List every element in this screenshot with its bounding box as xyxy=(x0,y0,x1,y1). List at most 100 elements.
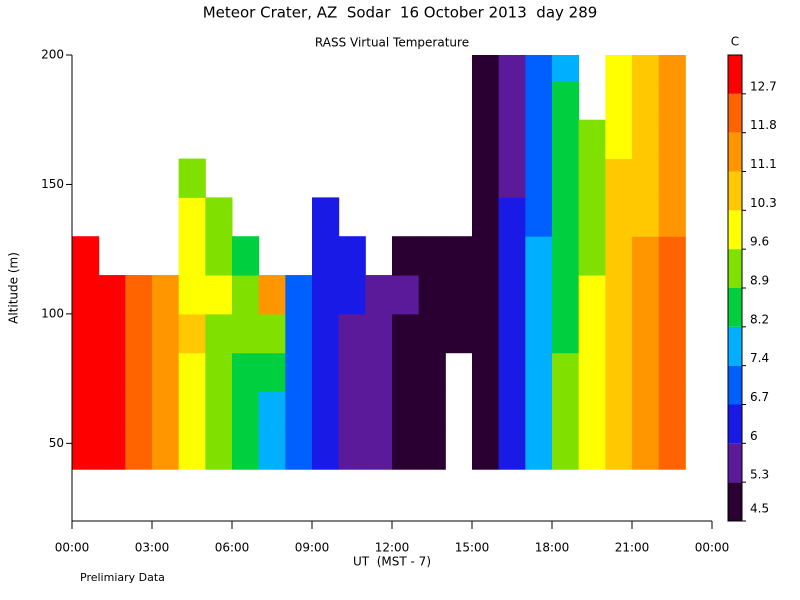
colorbar-tick-label: 5.3 xyxy=(750,468,769,482)
heat-cell xyxy=(525,158,553,198)
heat-cell xyxy=(632,275,660,315)
colorbar-tick-label: 12.7 xyxy=(750,79,777,93)
heat-cell xyxy=(552,391,580,431)
heat-cell xyxy=(232,352,260,393)
heat-cell xyxy=(498,197,526,237)
colorbar-tick-label: 11.1 xyxy=(750,157,777,171)
heat-cell xyxy=(472,430,500,470)
heat-cell xyxy=(72,430,100,470)
y-tick-label: 100 xyxy=(41,306,64,320)
colorbar-tick-label: 10.3 xyxy=(750,196,777,210)
heat-cell xyxy=(232,430,260,470)
heat-cell xyxy=(525,391,553,431)
x-tick-label: 09:00 xyxy=(295,541,330,555)
heat-cell xyxy=(525,430,553,470)
heat-cell xyxy=(418,391,446,431)
heat-cell xyxy=(178,313,206,354)
heat-cell xyxy=(578,236,606,276)
heat-cell xyxy=(312,391,340,431)
heat-cell xyxy=(125,275,153,315)
colorbar-band xyxy=(728,210,742,250)
heat-cell xyxy=(312,313,340,354)
heat-cell xyxy=(258,391,286,431)
heat-cell xyxy=(658,313,686,354)
colorbar-band xyxy=(728,171,742,211)
heat-cell xyxy=(258,275,286,315)
heat-cell xyxy=(632,391,660,431)
heat-cell xyxy=(392,275,420,315)
heat-cell xyxy=(525,236,553,276)
heat-cell xyxy=(232,275,260,315)
heat-cell xyxy=(178,197,206,237)
heat-cell xyxy=(312,430,340,470)
heat-cell xyxy=(152,430,180,470)
heat-cell xyxy=(525,313,553,354)
heat-cell xyxy=(605,158,633,198)
heat-cell xyxy=(445,236,473,276)
heat-cell xyxy=(658,197,686,237)
heat-cell xyxy=(552,55,580,82)
colorbar-tick-label: 6 xyxy=(750,429,758,443)
colorbar-tick-label: 6.7 xyxy=(750,390,769,404)
heat-cell xyxy=(312,197,340,237)
heat-cell xyxy=(632,236,660,276)
colorbar-band xyxy=(728,288,742,327)
heat-cell xyxy=(418,313,446,354)
heat-cell xyxy=(338,313,366,354)
heat-cell xyxy=(232,313,260,354)
heat-cell xyxy=(312,236,340,276)
heat-cell xyxy=(205,313,233,354)
heat-cell xyxy=(285,313,313,354)
chart-title: Meteor Crater, AZ Sodar 16 October 2013 … xyxy=(203,4,598,22)
heat-cell xyxy=(258,352,286,393)
heat-cell xyxy=(445,275,473,315)
colorbar-band xyxy=(728,93,742,133)
heat-cell xyxy=(658,391,686,431)
heat-cell xyxy=(498,55,526,82)
heat-cell xyxy=(552,197,580,237)
heat-cell xyxy=(72,391,100,431)
heat-cell xyxy=(365,352,393,393)
heat-cell xyxy=(98,430,126,470)
heat-cell xyxy=(232,391,260,431)
heat-cell xyxy=(178,236,206,276)
heat-cell xyxy=(72,275,100,315)
heat-cell xyxy=(178,275,206,315)
heat-cell xyxy=(232,236,260,276)
colorbar-tick-label: 8.9 xyxy=(750,274,769,288)
x-tick-label: 00:00 xyxy=(55,541,90,555)
heat-cell xyxy=(125,391,153,431)
heat-cell xyxy=(605,430,633,470)
heat-cell xyxy=(525,80,553,121)
heat-cell xyxy=(178,430,206,470)
heat-cell xyxy=(125,313,153,354)
heat-cell xyxy=(205,391,233,431)
heat-cell xyxy=(392,313,420,354)
colorbar-band xyxy=(728,482,742,521)
heat-cell xyxy=(418,236,446,276)
heat-cell xyxy=(338,352,366,393)
heat-cell xyxy=(498,275,526,315)
heat-cell xyxy=(365,313,393,354)
colorbar-tick-label: 11.8 xyxy=(750,118,777,132)
heat-cell xyxy=(178,352,206,393)
heat-cell xyxy=(338,430,366,470)
heat-cell xyxy=(472,236,500,276)
heat-cell xyxy=(205,430,233,470)
heat-cell xyxy=(472,119,500,160)
heat-cell xyxy=(498,236,526,276)
heat-cell xyxy=(338,275,366,315)
chart-subtitle: RASS Virtual Temperature xyxy=(315,36,469,50)
colorbar-band xyxy=(728,326,742,366)
heat-cell xyxy=(552,352,580,393)
heat-cell xyxy=(605,119,633,160)
heat-cell xyxy=(152,313,180,354)
heat-cell xyxy=(152,275,180,315)
heat-cell xyxy=(605,352,633,393)
heat-cell xyxy=(205,236,233,276)
heat-cell xyxy=(552,275,580,315)
heat-cell xyxy=(605,313,633,354)
heat-cell xyxy=(658,80,686,121)
heat-cell xyxy=(632,80,660,121)
